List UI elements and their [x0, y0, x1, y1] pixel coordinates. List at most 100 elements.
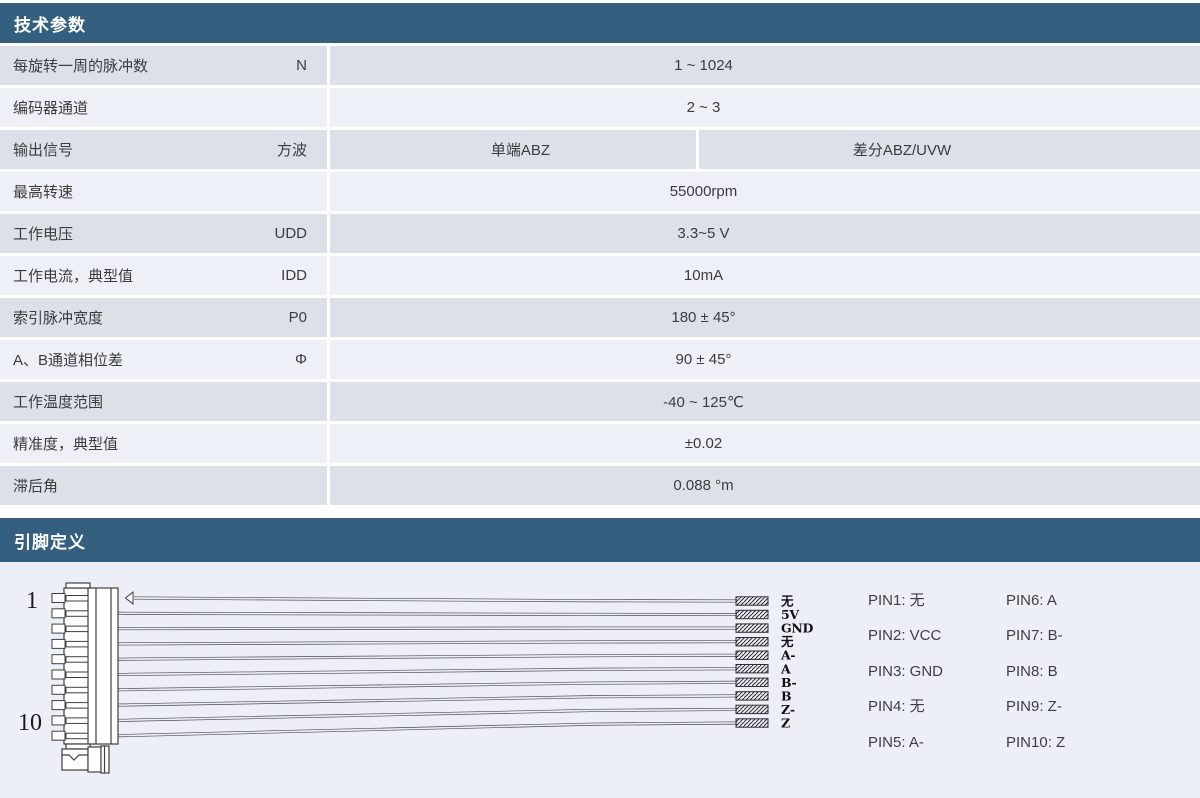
wire-core — [117, 667, 738, 676]
connector-contact — [51, 608, 66, 619]
spec-label-cell: 滞后角 — [0, 466, 330, 505]
spec-value-2: 差分ABZ/UVW — [852, 142, 952, 159]
spec-row: 索引脉冲宽度 P0 180 ± 45° — [0, 298, 1200, 340]
spec-row: 编码器通道 2 ~ 3 — [0, 88, 1200, 130]
connector-cavity — [65, 656, 89, 663]
spec-label-cell: 工作电流，典型值 IDD — [0, 256, 330, 295]
spec-label-cell: 最高转速 — [0, 172, 330, 211]
spec-label: A、B通道相位差 — [13, 352, 124, 369]
wire-core — [117, 627, 737, 630]
connector-contact — [51, 623, 66, 634]
pin-definition-item: PIN3: GND — [868, 662, 944, 680]
pin-definition-header-bar: 引脚定义 — [0, 518, 1200, 562]
spec-symbol: N — [296, 57, 307, 74]
spec-value: ±0.02 — [684, 435, 723, 452]
pin-definition-item: PIN9: Z- — [1006, 698, 1062, 716]
connector-cavity — [65, 610, 89, 617]
wire-core — [117, 612, 738, 616]
wire-core — [117, 708, 738, 722]
wire-label: 无 — [780, 634, 794, 649]
plug-side-view — [61, 745, 110, 774]
wire-terminal — [735, 664, 769, 674]
pin-list-column-2: PIN6: A PIN7: B- PIN8: B PIN9: Z- PIN10: Z — [1006, 592, 1065, 769]
spec-table: 每旋转一周的脉冲数 N 1 ~ 1024 编码器通道 2 ~ 3 输出信号 方波 单端ABZ 差… — [0, 46, 1200, 508]
wire-label: A — [780, 661, 791, 676]
spec-label-cell: 工作温度范围 — [0, 382, 330, 421]
spec-value: 180 ± 45° — [671, 309, 736, 326]
pin-definition-item: PIN8: B — [1006, 662, 1058, 680]
wire-label: Z- — [781, 702, 795, 717]
tech-params-title: 技术参数 — [14, 15, 86, 35]
wire-core — [117, 654, 738, 661]
wire-label: Z — [781, 715, 790, 730]
spec-label: 工作电流，典型值 — [13, 268, 134, 285]
spec-label-cell: 索引脉冲宽度 P0 — [0, 298, 330, 337]
wire-label: GND — [781, 621, 814, 636]
section-gap — [0, 508, 1200, 518]
spec-row: 工作电压 UDD 3.3~5 V — [0, 214, 1200, 256]
spec-symbol: 方波 — [276, 142, 307, 159]
spec-value: 单端ABZ — [330, 130, 699, 169]
wire-lines — [117, 596, 738, 738]
spec-label: 工作电压 — [13, 226, 74, 243]
wire-core — [117, 722, 738, 737]
connector-pin10-number: 10 — [18, 710, 42, 736]
spec-row: 每旋转一周的脉冲数 N 1 ~ 1024 — [0, 46, 1200, 88]
spec-label: 编码器通道 — [13, 100, 89, 117]
connector-cavity — [65, 671, 89, 678]
spec-row: 工作电流，典型值 IDD 10mA — [0, 256, 1200, 298]
connector-contact — [51, 715, 66, 726]
spec-symbol: IDD — [281, 267, 307, 284]
spec-symbol: P0 — [288, 309, 307, 326]
wire-core — [117, 640, 738, 645]
connector-contacts — [51, 593, 89, 741]
spec-label: 最高转速 — [13, 184, 74, 201]
connector-cavity — [65, 702, 89, 709]
wire-label: B — [781, 688, 791, 703]
spec-row: A、B通道相位差 Φ 90 ± 45° — [0, 340, 1200, 382]
pin-definition-item: PIN1: 无 — [868, 592, 925, 609]
wire-label: B- — [781, 675, 796, 690]
spec-row: 精准度，典型值 ±0.02 — [0, 424, 1200, 466]
spec-label: 输出信号 — [13, 142, 74, 159]
spec-value: 0.088 °m — [673, 477, 734, 494]
spec-value: 55000rpm — [669, 183, 738, 200]
spec-value: 1 ~ 1024 — [674, 57, 733, 74]
spec-label-cell: 编码器通道 — [0, 88, 330, 127]
pin-list-column-1: PIN1: 无 PIN2: VCC PIN3: GND PIN4: 无 PIN5: A- — [868, 592, 943, 769]
spec-row: 工作温度范围 -40 ~ 125℃ — [0, 382, 1200, 424]
spec-label: 滞后角 — [13, 478, 59, 495]
connector-cavity — [65, 625, 89, 633]
wire-terminal — [735, 637, 769, 647]
wire-core — [133, 597, 738, 602]
spec-symbol: Φ — [295, 351, 307, 368]
pin-definition-item: PIN5: A- — [868, 733, 924, 751]
connector-contact — [51, 730, 66, 741]
spec-label-cell: A、B通道相位差 Φ — [0, 340, 330, 379]
spec-label: 索引脉冲宽度 — [13, 310, 104, 327]
spec-value: 10mA — [683, 267, 724, 284]
connector-contact — [51, 654, 66, 665]
spec-label: 工作温度范围 — [13, 394, 104, 411]
spec-value: 2 ~ 3 — [686, 99, 721, 116]
spec-row: 滞后角 0.088 °m — [0, 466, 1200, 508]
connector-housing — [63, 582, 119, 750]
wire-label: 无 — [780, 594, 794, 609]
pin-definition-item: PIN2: VCC — [868, 627, 942, 645]
spec-label: 精准度，典型值 — [13, 436, 119, 453]
spec-row: 最高转速 55000rpm — [0, 172, 1200, 214]
wire-core — [117, 695, 738, 706]
connector-cavity — [65, 686, 89, 694]
wire-terminal — [735, 704, 769, 715]
orientation-marker-icon — [124, 590, 134, 606]
connector-contact — [51, 638, 66, 649]
pin-definition-item: PIN10: Z — [1006, 733, 1066, 751]
connector-cavity — [65, 595, 89, 602]
spec-value: -40 ~ 125℃ — [663, 393, 744, 411]
spec-label-cell: 精准度，典型值 — [0, 424, 330, 463]
tech-params-header-bar: 技术参数 — [0, 3, 1200, 46]
wire-terminal — [735, 609, 769, 620]
